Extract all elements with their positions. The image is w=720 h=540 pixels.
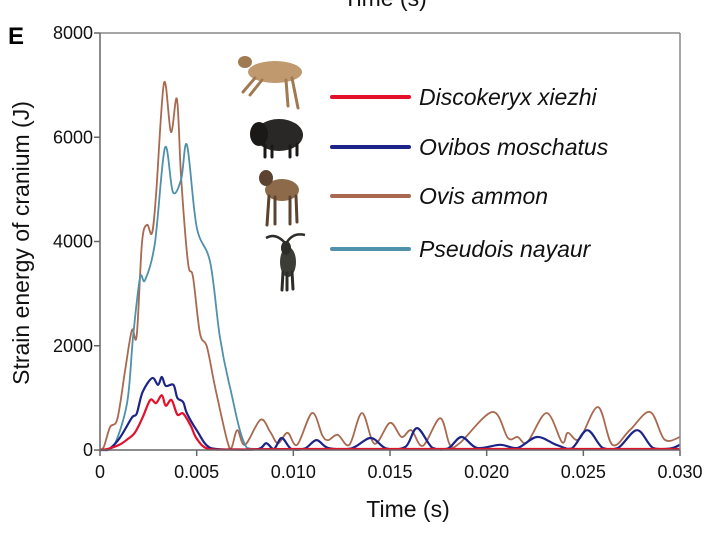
series-line-discokeryx-xiezhi bbox=[99, 394, 680, 452]
x-tick-label: 0.015 bbox=[367, 462, 412, 482]
x-axis-label: Time (s) bbox=[366, 496, 449, 522]
series-line-pseudois-nayaur bbox=[99, 143, 680, 451]
argali-sheep-image bbox=[259, 170, 299, 227]
panel-label: E bbox=[8, 23, 24, 50]
legend: Discokeryx xiezhi Ovibos moschatus Ovis am… bbox=[330, 84, 609, 262]
giraffoid-animal-image bbox=[238, 56, 302, 110]
y-tick-label: 4000 bbox=[53, 232, 93, 252]
blue-sheep-horns bbox=[265, 233, 306, 247]
legend-label: Ovis ammon bbox=[419, 183, 548, 209]
axis-ticks: 0 0.005 0.010 0.015 0.020 0.025 0.030 0 2000 4000… bbox=[53, 23, 703, 482]
y-axis-label: Strain energy of cranium (J) bbox=[8, 101, 34, 385]
legend-label: Ovibos moschatus bbox=[419, 134, 609, 160]
x-tick-label: 0.030 bbox=[657, 462, 702, 482]
x-tick-label: 0.005 bbox=[174, 462, 219, 482]
series-lines bbox=[99, 80, 681, 452]
top-cut-axis-label: Time (s) bbox=[343, 0, 426, 11]
legend-label: Pseudois nayaur bbox=[419, 236, 592, 262]
legend-label: Discokeryx xiezhi bbox=[419, 84, 598, 110]
y-tick-label: 8000 bbox=[53, 23, 93, 43]
series-line-ovis-ammon bbox=[99, 80, 681, 451]
legend-animal-images bbox=[238, 56, 306, 292]
y-tick-label: 2000 bbox=[53, 336, 93, 356]
blue-sheep-image bbox=[280, 241, 296, 292]
x-tick-label: 0.025 bbox=[561, 462, 606, 482]
y-tick-label: 6000 bbox=[53, 127, 93, 147]
y-tick-label: 0 bbox=[83, 440, 93, 460]
x-tick-label: 0.020 bbox=[464, 462, 509, 482]
x-tick-label: 0.010 bbox=[271, 462, 316, 482]
musk-ox-image bbox=[250, 119, 303, 159]
x-tick-label: 0 bbox=[95, 462, 105, 482]
